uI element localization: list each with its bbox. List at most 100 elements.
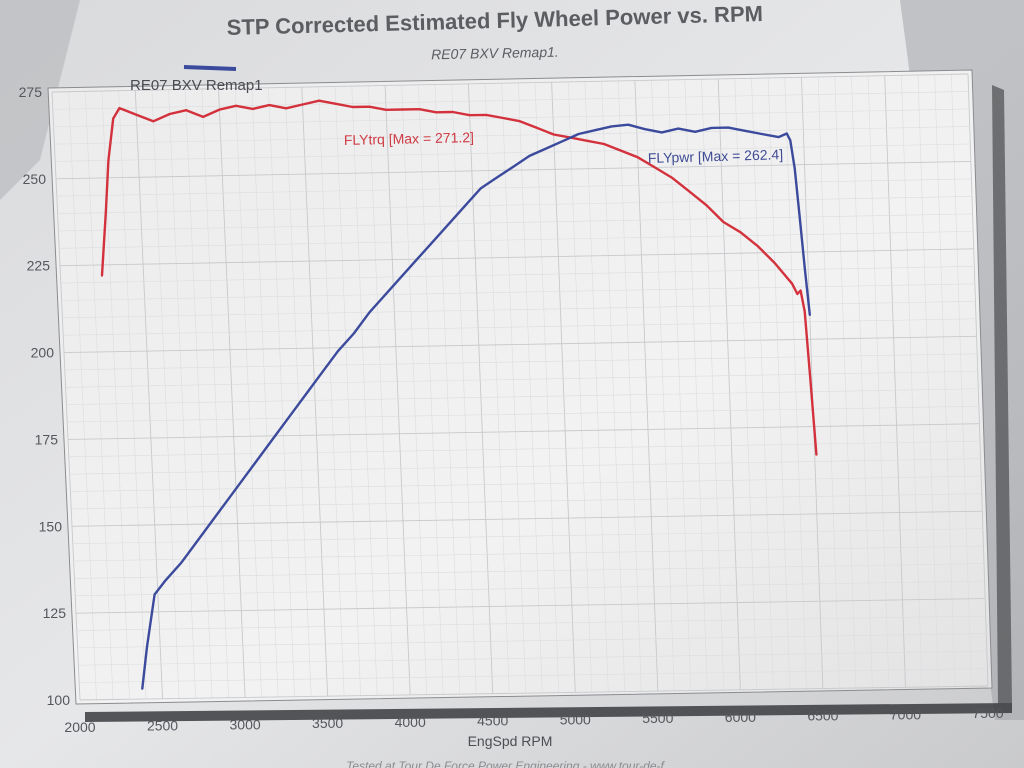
- grid-line-horizontal: [65, 370, 978, 388]
- grid-line-vertical: [234, 88, 262, 698]
- series-line-flypwr: [141, 123, 811, 690]
- grid-line-horizontal: [71, 493, 982, 510]
- grid-line-vertical: [734, 78, 758, 690]
- grid-line-vertical: [501, 83, 527, 694]
- grid-line-vertical: [85, 91, 114, 700]
- grid-line-horizontal: [62, 301, 976, 319]
- grid-line-horizontal: [59, 231, 974, 249]
- grid-line-vertical: [867, 75, 890, 688]
- grid-line-vertical: [784, 77, 807, 689]
- grid-line-vertical: [701, 79, 725, 691]
- grid-line-horizontal: [58, 213, 973, 232]
- grid-line-horizontal: [79, 685, 989, 701]
- grid-line-vertical: [751, 78, 774, 690]
- grid-line-vertical: [851, 76, 873, 688]
- grid-line-vertical: [301, 87, 329, 697]
- grid-line-horizontal: [69, 458, 981, 475]
- grid-line-horizontal: [66, 388, 979, 405]
- grid-line-vertical: [901, 75, 923, 688]
- x-axis-ticks: 2000 2500 3000 3500 4000 4500 5000 5500 6000 6500…: [64, 705, 1003, 735]
- grid-line-vertical: [401, 85, 427, 695]
- grid-line-vertical: [68, 91, 97, 700]
- grid-line-vertical: [801, 77, 824, 689]
- x-tick-label: 7500: [972, 705, 1003, 721]
- grid-line-vertical: [617, 80, 642, 692]
- grid-line-vertical: [651, 80, 675, 691]
- grid-line-horizontal: [75, 598, 986, 614]
- grid-line-horizontal: [53, 108, 970, 128]
- grid-line-horizontal: [71, 510, 983, 527]
- grid-line-vertical: [434, 84, 461, 695]
- grid-line-horizontal: [57, 196, 973, 214]
- legend-swatch: [183, 65, 237, 71]
- grid-line-vertical: [567, 81, 593, 693]
- power-annotation: FLYpwr [Max = 262.4]: [648, 146, 784, 166]
- grid-line-horizontal: [52, 91, 969, 110]
- grid-line-vertical: [684, 79, 708, 691]
- grid-line-vertical: [384, 85, 411, 695]
- y-axis-ticks: 100 125 150 175 200 225 250 275: [19, 84, 71, 708]
- grid-line-vertical: [134, 90, 163, 699]
- y-tick-label: 250: [23, 171, 47, 187]
- chart-title: STP Corrected Estimated Fly Wheel Power …: [226, 1, 763, 40]
- x-tick-label: 6000: [725, 709, 756, 725]
- grid-line-vertical: [168, 89, 196, 699]
- grid-line-horizontal: [73, 545, 984, 562]
- grid-line-horizontal: [63, 318, 977, 336]
- grid-line-vertical: [951, 74, 972, 687]
- grid-line-vertical: [584, 81, 609, 692]
- x-tick-label: 5000: [560, 711, 591, 727]
- x-tick-label: 6500: [807, 708, 838, 724]
- grid-line-horizontal: [67, 405, 979, 423]
- grid-line-vertical: [817, 76, 840, 689]
- grid-line-horizontal: [77, 633, 987, 649]
- grid-line-vertical: [368, 85, 394, 696]
- grid-line-vertical: [967, 73, 989, 687]
- x-tick-label: 5500: [642, 710, 673, 726]
- grid-line-vertical: [884, 75, 906, 688]
- grid-line-vertical: [268, 87, 295, 697]
- grid-line-horizontal: [55, 160, 971, 180]
- y-tick-label: 175: [35, 431, 59, 447]
- x-tick-label: 3000: [230, 716, 261, 732]
- torque-annotation: FLYtrq [Max = 271.2]: [344, 129, 474, 148]
- grid-line-horizontal: [51, 73, 969, 93]
- y-tick-label: 100: [47, 692, 71, 708]
- grid-line-horizontal: [76, 615, 986, 631]
- grid-line-vertical: [318, 86, 345, 696]
- grid-line-vertical: [534, 82, 560, 693]
- grid-line-vertical: [667, 79, 692, 691]
- y-tick-label: 225: [27, 258, 51, 274]
- series-layer: [100, 99, 818, 690]
- grid-line-vertical: [351, 86, 378, 696]
- x-tick-label: 2000: [64, 719, 95, 735]
- grid-line-horizontal: [59, 248, 974, 267]
- grid-line-vertical: [767, 77, 791, 690]
- grid-line-vertical: [451, 84, 477, 694]
- grid: [51, 73, 989, 701]
- series-line-flytrq: [100, 99, 818, 456]
- x-tick-label: 3500: [312, 715, 343, 731]
- y-tick-label: 275: [19, 84, 43, 100]
- grid-line-horizontal: [75, 580, 985, 597]
- x-tick-label: 2500: [147, 718, 178, 734]
- grid-line-vertical: [251, 88, 279, 697]
- grid-line-vertical: [184, 89, 213, 698]
- footer-note: Tested at Tour De Force Power Engineerin…: [346, 759, 665, 768]
- grid-line-vertical: [218, 88, 246, 698]
- grid-line-vertical: [551, 82, 576, 693]
- grid-line-horizontal: [67, 423, 980, 440]
- grid-line-horizontal: [70, 475, 982, 492]
- x-tick-label: 4000: [395, 714, 426, 730]
- grid-line-vertical: [601, 81, 626, 692]
- grid-line-horizontal: [61, 283, 975, 301]
- grid-line-vertical: [284, 87, 312, 697]
- grid-line-vertical: [334, 86, 361, 696]
- grid-line-horizontal: [74, 563, 985, 579]
- grid-line-horizontal: [72, 528, 983, 544]
- grid-line-vertical: [518, 82, 543, 693]
- grid-line-vertical: [467, 83, 494, 694]
- grid-line-horizontal: [78, 650, 987, 666]
- grid-line-vertical: [51, 91, 81, 701]
